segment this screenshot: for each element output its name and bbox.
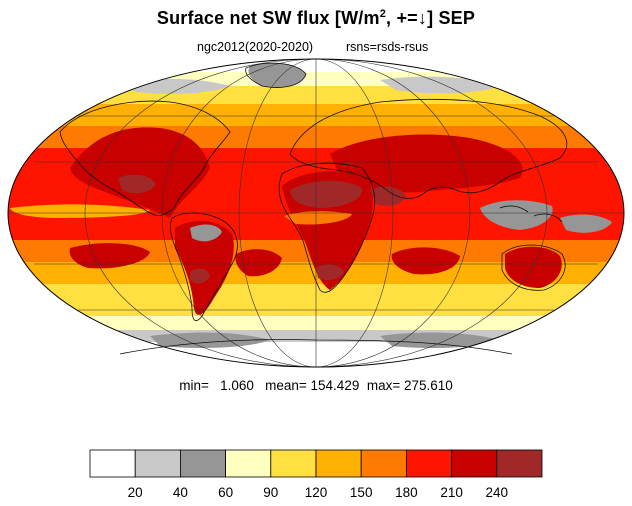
region-itcz-pacific xyxy=(10,204,150,218)
colorbar-box xyxy=(225,449,272,478)
coast-australia xyxy=(501,244,566,291)
region-south-pacific xyxy=(69,243,150,269)
coast-antarctica xyxy=(119,339,513,355)
colorbar-label: 40 xyxy=(173,485,188,500)
region-sahara-peak xyxy=(290,180,363,208)
colorbar-label: 120 xyxy=(305,485,328,500)
colorbar-box xyxy=(360,449,407,478)
colorbar-boxes xyxy=(89,449,543,478)
region-maritime-continent xyxy=(480,200,553,230)
region-antarctic-shelf xyxy=(150,332,270,348)
colorbar-box xyxy=(179,449,226,478)
region-australia xyxy=(505,246,562,288)
subtitle-case: ngc2012(2020-2020) xyxy=(197,40,314,54)
region-amazon-cloud xyxy=(190,224,222,242)
region-itcz-africa xyxy=(284,211,352,225)
colorbar-label: 240 xyxy=(486,485,509,500)
region-south-america xyxy=(175,220,234,315)
colorbar-label: 90 xyxy=(263,485,278,500)
stats-line: min= 1.060 mean= 154.429 max= 275.610 xyxy=(179,378,453,393)
colorbar-box xyxy=(134,449,181,478)
region-greenland xyxy=(248,62,306,88)
title-superscript: 2 xyxy=(379,8,387,20)
region-antarctic-shelf-east xyxy=(380,332,500,348)
region-eurasia xyxy=(330,134,523,193)
colorbar-label: 20 xyxy=(128,485,143,500)
region-chile-peak xyxy=(190,268,210,284)
subtitle-variable: rsns=rsds-rsus xyxy=(346,40,429,54)
colorbar: 20 40 60 90 120 150 180 210 240 xyxy=(89,449,543,500)
region-south-indian xyxy=(391,247,460,275)
region-west-pacific-cloud xyxy=(560,214,612,233)
coast-africa xyxy=(278,162,376,293)
colorbar-box xyxy=(496,449,543,478)
map-outline xyxy=(7,58,625,368)
coast-north-america xyxy=(59,100,231,216)
coast-south-america xyxy=(170,212,238,322)
region-mexico-peak xyxy=(118,174,156,194)
coast-eurasia xyxy=(289,98,568,199)
chart-title: Surface net SW flux [W/m2, +=↓] SEP xyxy=(0,8,632,29)
region-arabia-peak xyxy=(370,186,406,206)
region-kalahari-peak xyxy=(316,264,344,280)
colorbar-box xyxy=(405,449,452,478)
title-text: Surface net SW flux [W/m xyxy=(156,8,380,28)
coast-greenland xyxy=(245,62,307,88)
colorbar-label: 180 xyxy=(395,485,418,500)
coastlines xyxy=(59,62,568,355)
colorbar-label: 210 xyxy=(440,485,463,500)
title-rest: , +=↓] SEP xyxy=(386,8,476,28)
region-south-atlantic xyxy=(235,249,282,277)
map-plot xyxy=(7,58,625,368)
colorbar-label: 60 xyxy=(218,485,233,500)
colorbar-box xyxy=(451,449,498,478)
colorbar-box xyxy=(89,449,136,478)
coast-maritime xyxy=(499,205,563,223)
colorbar-box xyxy=(270,449,317,478)
colorbar-label: 150 xyxy=(350,485,373,500)
colorbar-box xyxy=(315,449,362,478)
region-siberia-clouds xyxy=(380,76,500,94)
colorbar-labels: 20 40 60 90 120 150 180 210 240 xyxy=(128,485,508,500)
